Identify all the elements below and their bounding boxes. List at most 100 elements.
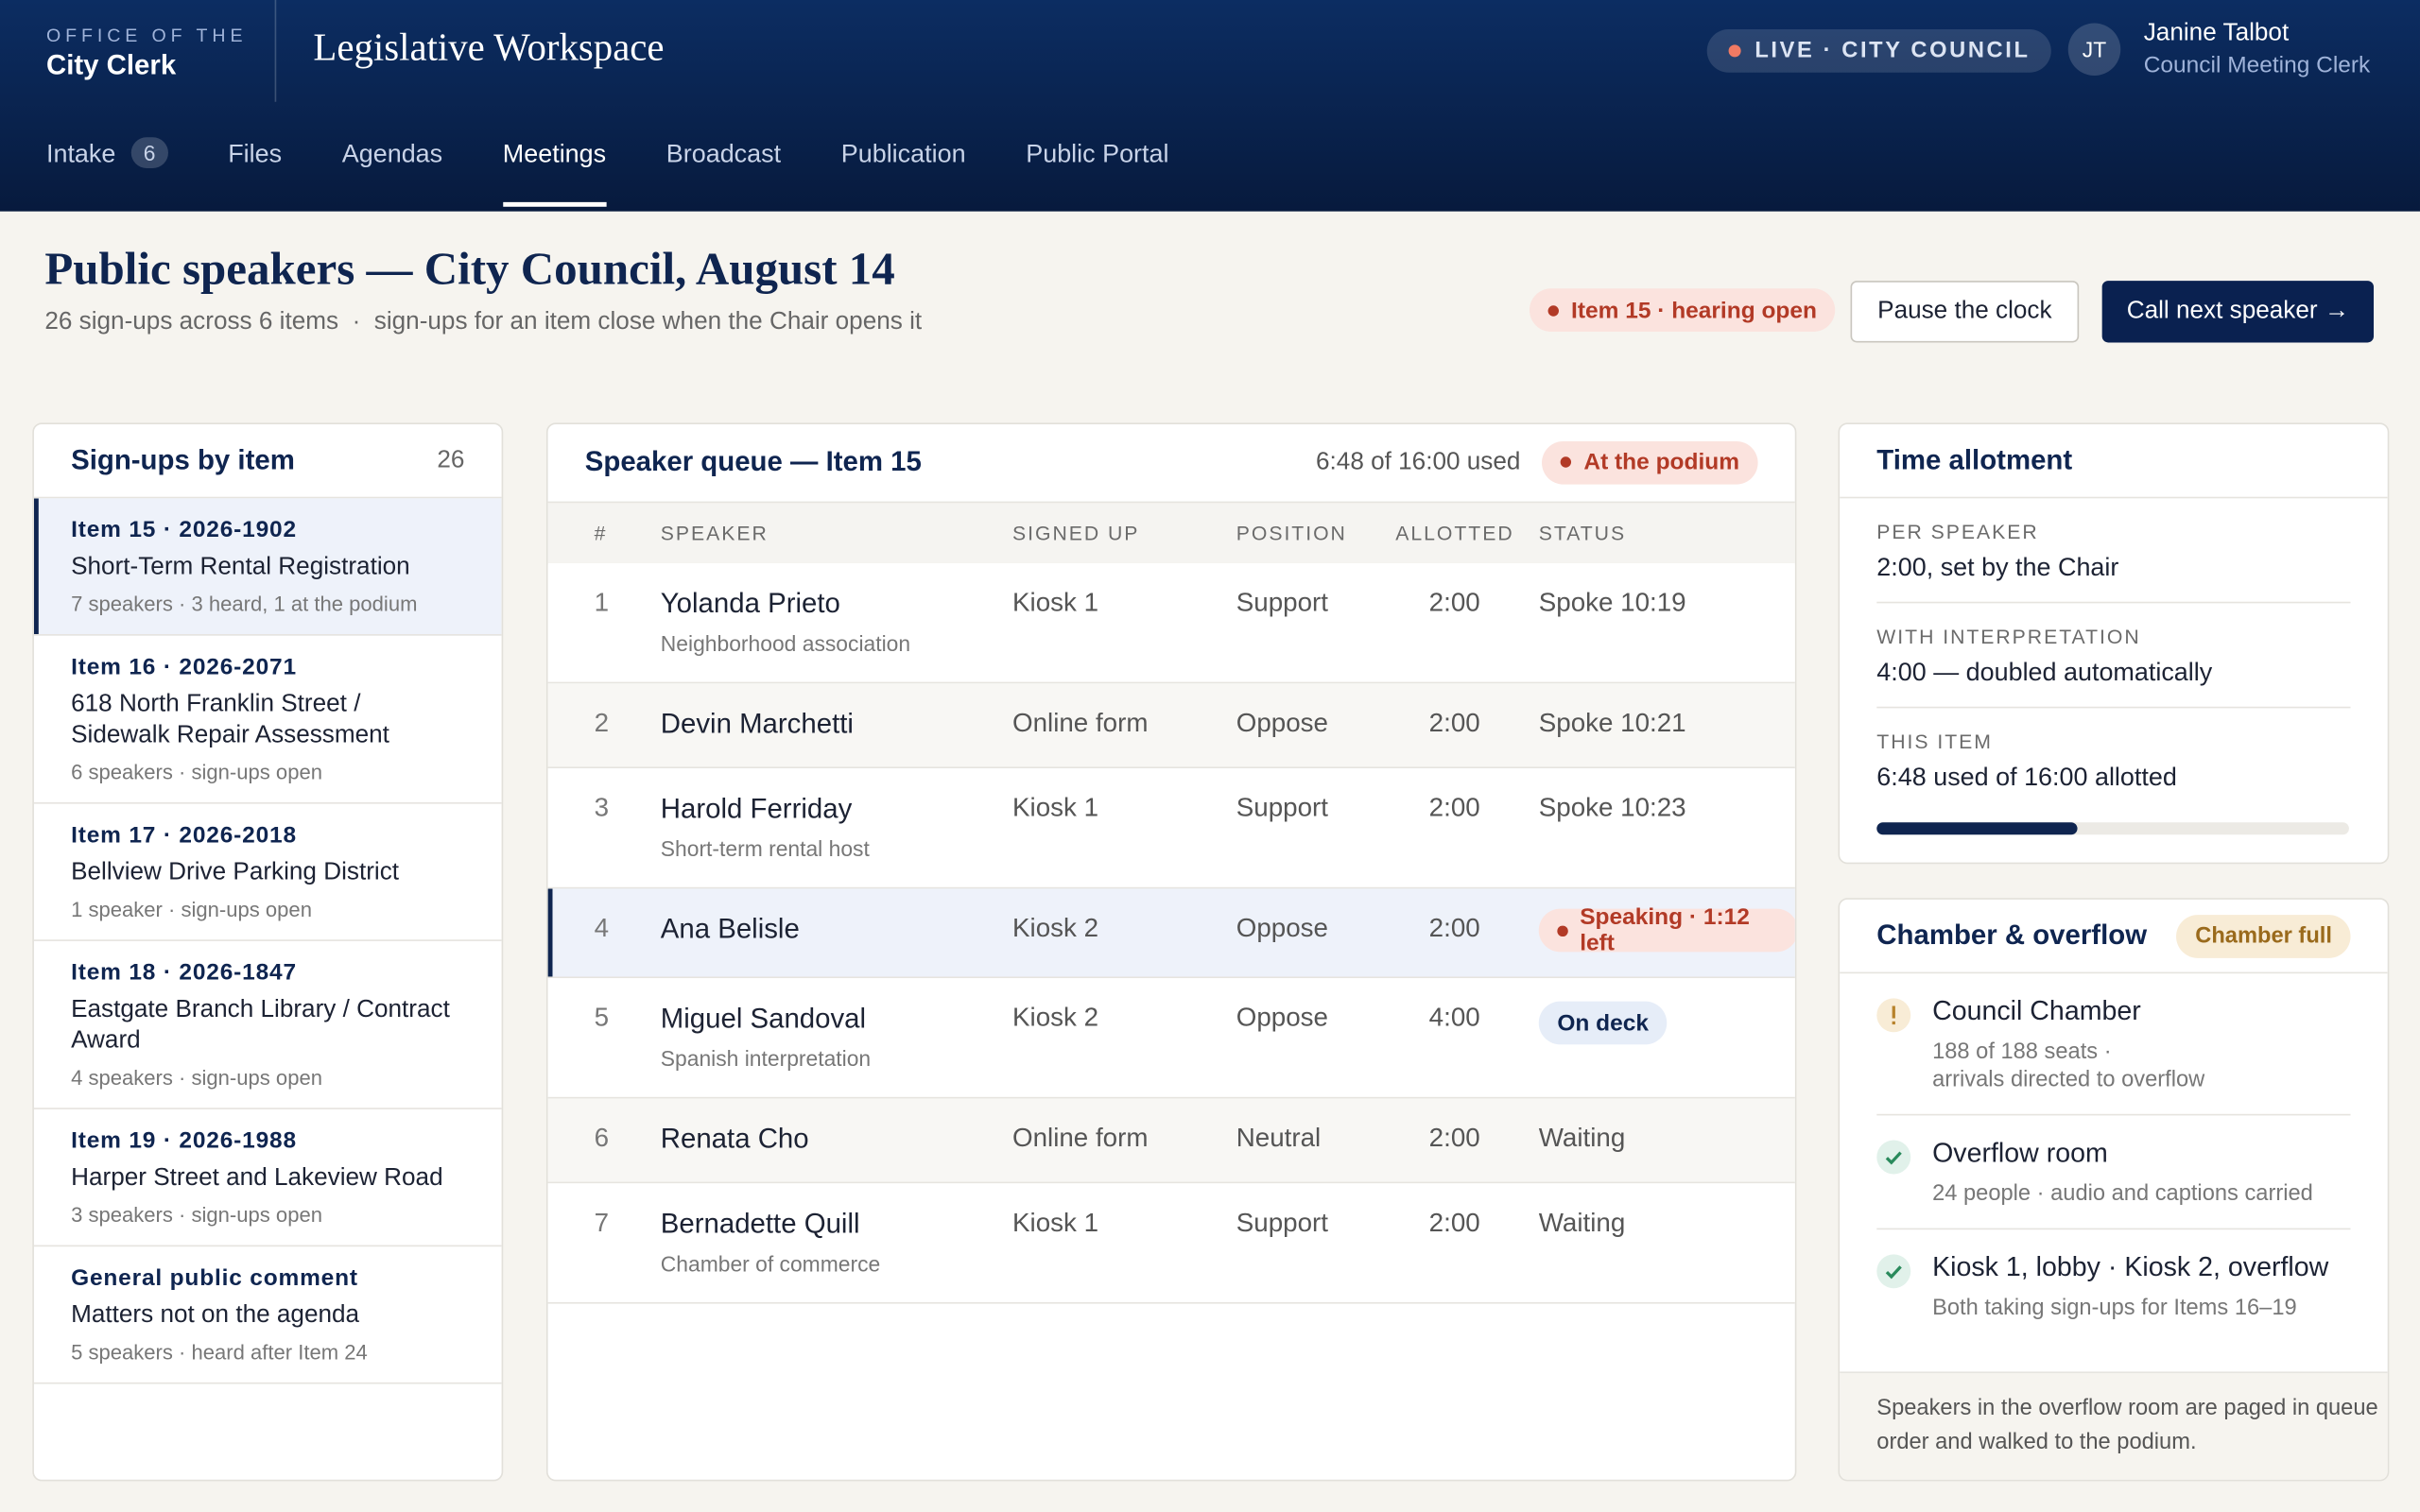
- nav-label: Public Portal: [1026, 140, 1169, 168]
- item-title: Short-Term Rental Registration: [71, 554, 410, 580]
- queue-row[interactable]: 3 Harold Ferriday Short-term rental host Ki…: [547, 768, 1795, 889]
- status-pill: On deck: [1538, 1001, 1668, 1045]
- chamber-detail: arrivals directed to overflow: [1932, 1067, 2205, 1092]
- nav-tab[interactable]: Publication: [841, 129, 966, 207]
- nav-tab[interactable]: Intake 6: [46, 129, 168, 207]
- chamber-detail: Both taking sign-ups for Items 16–19: [1932, 1296, 2297, 1321]
- speaker-name: Devin Marchetti: [660, 708, 854, 740]
- time-label: PER SPEAKER: [1876, 520, 2039, 543]
- row-number: 3: [594, 793, 610, 823]
- time-value: 2:00, set by the Chair: [1876, 554, 2119, 582]
- panel-title: Speaker queue — Item 15: [584, 445, 922, 477]
- signup-item[interactable]: General public comment Matters not on the…: [33, 1246, 502, 1384]
- queue-row[interactable]: 4 Ana Belisle Kiosk 2 Oppose 2:00 Speaking · …: [547, 888, 1795, 979]
- signup-list: Item 15 · 2026-1902 Short-Term Rental Reg…: [33, 498, 502, 1384]
- chamber-item: Council Chamber 188 of 188 seats · arrival…: [1876, 973, 2351, 1116]
- panel-header: Sign-ups by item 26: [33, 424, 502, 499]
- signed-up: Kiosk 1: [1012, 1208, 1099, 1238]
- app-title: Legislative Workspace: [313, 27, 665, 70]
- signed-up: Kiosk 1: [1012, 793, 1099, 823]
- column-header: SPEAKER: [660, 521, 769, 545]
- user-role: Council Meeting Clerk: [2143, 52, 2371, 79]
- queue-row[interactable]: 1 Yolanda Prieto Neighborhood association K…: [547, 562, 1795, 684]
- full-badge: Chamber full: [2176, 914, 2351, 958]
- nav-tab[interactable]: Files: [228, 129, 282, 207]
- signup-item[interactable]: Item 16 · 2026-2071 618 North Franklin St…: [33, 636, 502, 804]
- row-number: 4: [594, 913, 610, 943]
- pause-button[interactable]: Pause the clock: [1850, 281, 2080, 343]
- row-number: 7: [594, 1208, 610, 1238]
- item-id: General public comment: [71, 1264, 358, 1292]
- avatar[interactable]: JT: [2067, 23, 2121, 76]
- column-header: STATUS: [1538, 521, 1627, 545]
- nav-tab[interactable]: Public Portal: [1026, 129, 1168, 207]
- nav-tab[interactable]: Broadcast: [666, 129, 781, 207]
- item-meta: 7 speakers · 3 heard, 1 at the podium: [71, 592, 418, 616]
- queue-row[interactable]: 7 Bernadette Quill Chamber of commerce Kios…: [547, 1183, 1795, 1304]
- allotted: 2:00: [1428, 793, 1480, 823]
- user-name: Janine Talbot: [2143, 20, 2290, 46]
- table-header: # SPEAKER SIGNED UP POSITION ALLOTTED STATUS: [547, 501, 1795, 565]
- column-header: POSITION: [1236, 521, 1347, 545]
- position: Oppose: [1236, 1003, 1328, 1033]
- status: Spoke 10:23: [1538, 793, 1686, 823]
- time-item: PER SPEAKER 2:00, set by the Chair: [1876, 498, 2351, 604]
- item-id: Item 19 · 2026-1988: [71, 1127, 297, 1155]
- speaker-name: Ana Belisle: [660, 913, 800, 945]
- status: Waiting: [1538, 1208, 1626, 1238]
- signup-item[interactable]: Item 18 · 2026-1847 Eastgate Branch Libra…: [33, 941, 502, 1109]
- progress-track: [1876, 822, 2349, 835]
- call-next-button[interactable]: Call next speaker →: [2101, 281, 2375, 343]
- nav-label: Broadcast: [666, 140, 782, 168]
- page-subtitle: 26 sign-ups across 6 items · sign-ups fo…: [44, 308, 923, 335]
- signup-item[interactable]: Item 17 · 2026-2018 Bellview Drive Parkin…: [33, 804, 502, 941]
- time-panel: Time allotment PER SPEAKER 2:00, set by t…: [1838, 422, 2390, 865]
- signed-up: Kiosk 1: [1012, 588, 1099, 618]
- speaker-name: Renata Cho: [660, 1123, 809, 1155]
- panel-header: Chamber & overflow Chamber full: [1840, 900, 2388, 974]
- allotted: 2:00: [1428, 588, 1480, 618]
- item-title: Matters not on the agenda: [71, 1301, 360, 1329]
- item-meta: 6 speakers · sign-ups open: [71, 760, 322, 784]
- chamber-item: Overflow room 24 people · audio and capti…: [1876, 1115, 2351, 1230]
- queue-row[interactable]: 2 Devin Marchetti Online form Oppose 2:00 Spo…: [547, 683, 1795, 769]
- item-id: Item 15 · 2026-1902: [71, 516, 297, 543]
- queue-panel: Speaker queue — Item 15 6:48 of 16:00 use…: [545, 422, 1797, 1482]
- signed-up: Kiosk 2: [1012, 913, 1099, 943]
- nav-label: Files: [228, 140, 283, 168]
- signup-item[interactable]: Item 19 · 2026-1988 Harper Street and Lak…: [33, 1109, 502, 1247]
- nav-tab[interactable]: Agendas: [342, 129, 442, 207]
- row-number: 6: [594, 1123, 610, 1153]
- position: Support: [1236, 793, 1328, 823]
- nav-tab[interactable]: Meetings: [502, 129, 607, 207]
- panel-title: Time allotment: [1840, 424, 2388, 499]
- hearing-pill: Item 15 · hearing open: [1529, 288, 1836, 333]
- item-id: Item 16 · 2026-2071: [71, 654, 297, 680]
- item-id: Item 18 · 2026-1847: [71, 959, 297, 987]
- position: Neutral: [1236, 1123, 1322, 1153]
- allotted: 2:00: [1428, 708, 1480, 738]
- queue-row[interactable]: 6 Renata Cho Online form Neutral 2:00 Waiting: [547, 1098, 1795, 1184]
- row-number: 5: [594, 1003, 610, 1033]
- nav-label: Publication: [840, 140, 966, 168]
- live-dot: [1728, 44, 1741, 58]
- nav-count: 6: [130, 137, 168, 168]
- item-meta: 1 speaker · sign-ups open: [71, 898, 312, 921]
- queue-row[interactable]: 5 Miguel Sandoval Spanish interpretation Ki…: [547, 978, 1795, 1099]
- top-bar: OFFICE OF THE City Clerk Legislative Wor…: [0, 0, 2420, 212]
- panel-title: Chamber & overflow: [1876, 919, 2148, 951]
- time-value: 6:48 used of 16:00 allotted: [1876, 764, 2177, 792]
- signup-item[interactable]: Item 15 · 2026-1902 Short-Term Rental Reg…: [33, 498, 502, 636]
- position: Support: [1236, 588, 1328, 618]
- speaker-note: Neighborhood association: [660, 630, 911, 656]
- time-item: THIS ITEM 6:48 used of 16:00 allotted: [1876, 708, 2350, 811]
- column-header: ALLOTTED: [1395, 521, 1514, 545]
- chamber-title: Council Chamber: [1932, 995, 2141, 1026]
- chamber-detail: 24 people · audio and captions carried: [1932, 1181, 2313, 1207]
- active-underline: [502, 201, 607, 207]
- time-item: WITH INTERPRETATION 4:00 — doubled automa…: [1876, 603, 2351, 709]
- status: Spoke 10:21: [1538, 708, 1686, 738]
- signed-up: Kiosk 2: [1012, 1003, 1099, 1033]
- chamber-list: Council Chamber 188 of 188 seats · arrival…: [1840, 973, 2388, 1342]
- progress-fill: [1876, 822, 2078, 835]
